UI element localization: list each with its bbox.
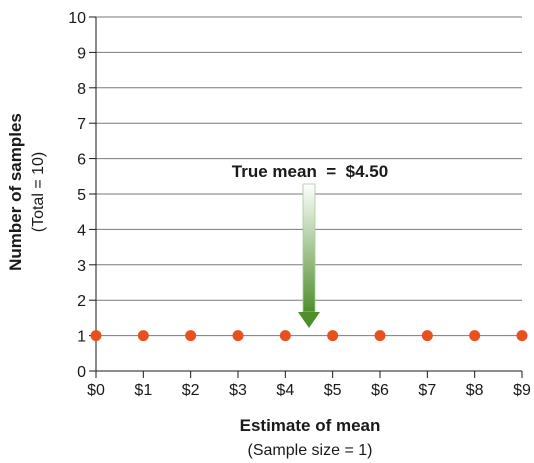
data-point-5: [327, 330, 339, 342]
y-tick-label-7: 7: [77, 116, 86, 133]
x-tick-label-4: $4: [276, 382, 294, 399]
x-tick-label-5: $5: [324, 382, 342, 399]
y-tick-label-3: 3: [77, 258, 86, 275]
x-tick-label-3: $3: [229, 382, 247, 399]
x-tick-label-8: $8: [466, 382, 484, 399]
y-tick-label-6: 6: [77, 152, 86, 169]
x-tick-label-2: $2: [182, 382, 200, 399]
y-tick-label-2: 2: [77, 293, 86, 310]
x-axis-subtitle: (Sample size = 1): [248, 442, 373, 459]
x-tick-label-9: $9: [513, 382, 531, 399]
data-point-6: [374, 330, 386, 342]
data-point-3: [232, 330, 244, 342]
data-point-2: [185, 330, 197, 342]
y-axis-title: Number of samples: [6, 113, 25, 271]
axes: [89, 16, 523, 378]
x-tick-label-0: $0: [87, 382, 105, 399]
y-tick-label-10: 10: [68, 10, 86, 27]
y-axis-subtitle: (Total = 10): [30, 152, 47, 232]
x-tick-label-7: $7: [418, 382, 436, 399]
data-point-0: [90, 330, 102, 342]
data-point-7: [421, 330, 433, 342]
arrow-shaft: [303, 184, 315, 312]
y-tick-label-1: 1: [77, 329, 86, 346]
y-tick-label-5: 5: [77, 187, 86, 204]
data-point-1: [137, 330, 149, 342]
data-point-8: [469, 330, 481, 342]
x-axis-title: Estimate of mean: [240, 416, 381, 435]
y-tick-label-8: 8: [77, 81, 86, 98]
y-tick-label-9: 9: [77, 45, 86, 62]
data-point-4: [279, 330, 291, 342]
x-tick-label-1: $1: [134, 382, 152, 399]
data-points: [90, 330, 528, 342]
y-tick-label-4: 4: [77, 222, 86, 239]
y-tick-label-0: 0: [77, 364, 86, 381]
x-tick-labels: $0 $1 $2 $3 $4 $5 $6 $7 $8 $9: [87, 382, 531, 399]
true-mean-arrow: [298, 183, 320, 328]
true-mean-annotation: True mean = $4.50: [232, 162, 388, 181]
data-point-9: [516, 330, 528, 342]
arrow-head: [298, 312, 320, 328]
y-tick-labels: 0 1 2 3 4 5 6 7 8 9 10: [68, 10, 86, 381]
x-tick-label-6: $6: [371, 382, 389, 399]
